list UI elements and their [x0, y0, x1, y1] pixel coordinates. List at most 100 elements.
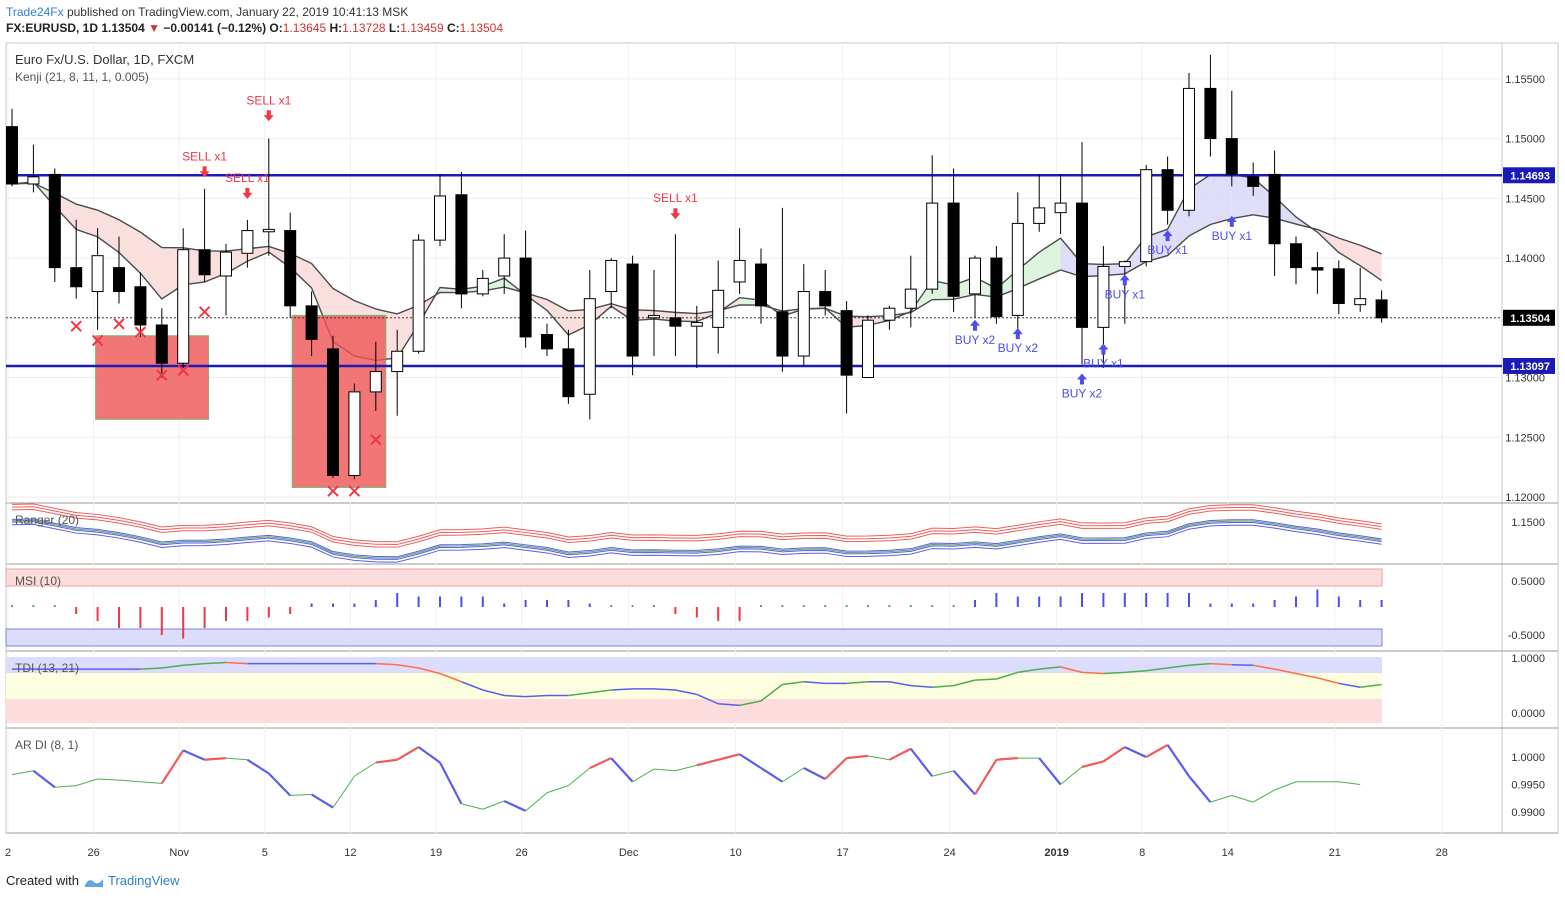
ranger-lower-line [11, 521, 1382, 560]
buy-signal-label: BUY x1 [1212, 229, 1253, 243]
candle-body [990, 257, 1003, 318]
x-marker-icon [91, 334, 104, 347]
tdi-line-segment [568, 692, 590, 697]
candle [605, 258, 618, 309]
ardi-line-segment [54, 785, 77, 788]
ardi-line-segment [803, 767, 826, 780]
ardi-line-segment [696, 758, 719, 767]
candle-body [27, 176, 40, 185]
candle [562, 329, 575, 404]
x-marker-icon [70, 320, 82, 332]
price-axis-tick: 1.12000 [1505, 492, 1545, 504]
candle-body [583, 298, 596, 395]
ranger-upper-line [11, 503, 1382, 543]
candle-body [369, 371, 382, 393]
tradingview-link[interactable]: TradingView [108, 873, 180, 888]
kenji-cloud [140, 232, 162, 299]
publisher-name[interactable]: Trade24Fx [6, 5, 64, 19]
ardi-line-segment [290, 793, 312, 796]
candle-body [434, 195, 446, 241]
tdi-line-segment [932, 684, 954, 688]
high-value: 1.13728 [342, 21, 386, 35]
candle [177, 228, 190, 368]
candle-body [220, 251, 232, 277]
candle [947, 168, 960, 312]
x-marker-icon [156, 369, 168, 381]
tdi-line-segment [1338, 682, 1361, 688]
candle-body [91, 255, 104, 293]
candle-body [1140, 169, 1153, 263]
candle-body [1097, 265, 1110, 328]
candle-body [1311, 267, 1324, 271]
kenji-cloud [1210, 174, 1232, 225]
ardi-line-segment [246, 758, 270, 775]
panel-axis-tick: 1.0000 [1511, 653, 1545, 665]
time-axis-tick: Dec [619, 847, 639, 859]
tdi-line-segment [1253, 664, 1275, 670]
candle [926, 155, 939, 294]
candle [883, 305, 896, 330]
candle [1076, 142, 1088, 365]
candle-body [690, 322, 703, 327]
ardi-line-segment [375, 758, 398, 764]
candle-body [455, 194, 468, 295]
candle-body [947, 202, 960, 297]
price-axis-badge [1503, 309, 1555, 326]
chart-header: Trade24Fx published on TradingView.com, … [6, 4, 503, 36]
candle [1268, 150, 1281, 276]
candle-body [348, 391, 361, 477]
time-axis-tick: 14 [1222, 847, 1234, 859]
tdi-line-segment [675, 689, 697, 696]
candle [412, 234, 425, 354]
candle [348, 383, 361, 480]
ranger-mid-line [11, 519, 1382, 559]
low-label: L: [388, 21, 401, 35]
kenji-cloud [76, 204, 98, 237]
time-axis-tick: 26 [515, 847, 527, 859]
ardi-line-segment [1274, 781, 1297, 791]
x-marker-icon [134, 326, 147, 338]
close-value: 1.13504 [459, 21, 504, 35]
candle-body [241, 230, 254, 254]
ardi-line-segment [525, 792, 548, 812]
candle [990, 246, 1003, 324]
tdi-line-segment [1039, 666, 1061, 670]
ardi-line-segment [1338, 781, 1361, 785]
candle-body [862, 319, 874, 379]
candle [840, 301, 853, 414]
candle-body [541, 334, 553, 350]
ardi-line-segment [482, 800, 505, 810]
tdi-line-segment [482, 689, 505, 697]
sell-signal-label: SELL x1 [225, 171, 270, 185]
price-axis-badge-label: 1.13097 [1510, 361, 1550, 373]
candle-body [1011, 222, 1024, 316]
x-marker-icon [113, 318, 125, 330]
tdi-line-segment [1231, 663, 1254, 666]
tdi-line-segment [653, 688, 676, 691]
ardi-line-segment [739, 753, 762, 769]
tdi-line-segment [1360, 683, 1382, 688]
candle-body [1375, 299, 1388, 319]
ardi-line-segment [204, 757, 227, 761]
ardi-line-segment [867, 755, 890, 761]
tdi-line-segment [1124, 670, 1147, 674]
candle [969, 255, 981, 318]
ardi-line-segment [782, 767, 805, 783]
ardi-line-segment [32, 769, 56, 789]
kenji-cloud [119, 219, 141, 274]
ranger-upper-line [11, 506, 1382, 545]
ardi-line-segment [974, 759, 998, 795]
ardi-line-segment [1060, 766, 1083, 785]
candle [327, 335, 339, 478]
price-axis-tick: 1.14000 [1505, 253, 1545, 265]
tdi-line-segment [439, 672, 462, 683]
tdi-line-segment [397, 663, 419, 669]
candle-body [1161, 169, 1174, 211]
candle-body [391, 350, 404, 373]
candle [262, 138, 275, 256]
tdi-line-segment [846, 681, 869, 685]
candle-body [1268, 173, 1281, 245]
kenji-cloud [97, 210, 119, 253]
time-axis-tick: 10 [729, 847, 741, 859]
